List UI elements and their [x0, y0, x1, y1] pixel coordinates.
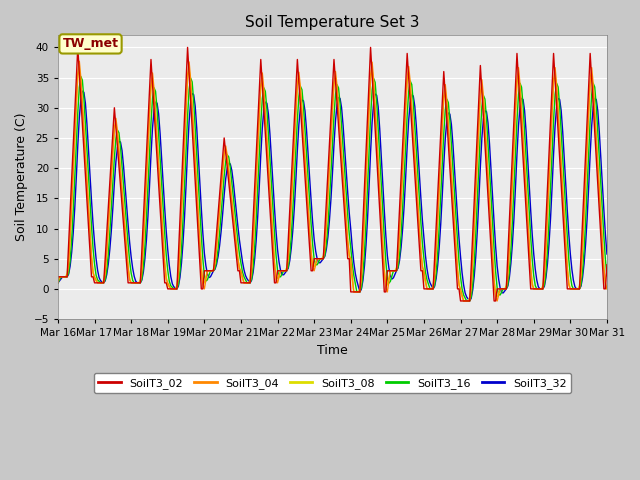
SoilT3_02 — [539, 286, 547, 292]
Line: SoilT3_04: SoilT3_04 — [58, 61, 607, 301]
SoilT3_04 — [54, 280, 62, 286]
SoilT3_04 — [603, 286, 611, 292]
SoilT3_32 — [539, 286, 547, 292]
SoilT3_08 — [69, 166, 77, 171]
SoilT3_32 — [603, 251, 611, 257]
SoilT3_04 — [158, 210, 166, 216]
SoilT3_16 — [54, 280, 62, 286]
SoilT3_16 — [399, 206, 406, 212]
SoilT3_08 — [387, 268, 394, 274]
Line: SoilT3_32: SoilT3_32 — [58, 91, 607, 301]
SoilT3_32 — [387, 273, 394, 279]
Text: TW_met: TW_met — [63, 37, 118, 50]
SoilT3_08 — [158, 213, 166, 219]
SoilT3_02 — [158, 230, 166, 236]
SoilT3_04 — [368, 59, 376, 65]
SoilT3_04 — [387, 268, 394, 274]
SoilT3_08 — [603, 286, 611, 292]
SoilT3_08 — [399, 166, 406, 171]
SoilT3_02 — [387, 268, 394, 274]
SoilT3_08 — [76, 66, 83, 72]
SoilT3_02 — [457, 298, 465, 304]
SoilT3_08 — [368, 67, 376, 73]
SoilT3_16 — [69, 208, 77, 214]
Line: SoilT3_16: SoilT3_16 — [58, 76, 607, 301]
Y-axis label: Soil Temperature (C): Soil Temperature (C) — [15, 113, 28, 241]
SoilT3_04 — [539, 286, 547, 292]
SoilT3_08 — [54, 278, 62, 284]
X-axis label: Time: Time — [317, 344, 348, 357]
SoilT3_32 — [399, 227, 406, 232]
SoilT3_16 — [158, 180, 166, 186]
SoilT3_02 — [74, 45, 82, 50]
SoilT3_32 — [79, 88, 86, 94]
SoilT3_04 — [399, 168, 406, 174]
Legend: SoilT3_02, SoilT3_04, SoilT3_08, SoilT3_16, SoilT3_32: SoilT3_02, SoilT3_04, SoilT3_08, SoilT3_… — [94, 373, 571, 393]
SoilT3_16 — [368, 87, 376, 93]
SoilT3_04 — [460, 298, 467, 304]
Line: SoilT3_08: SoilT3_08 — [58, 69, 607, 301]
SoilT3_32 — [158, 156, 166, 162]
Title: Soil Temperature Set 3: Soil Temperature Set 3 — [245, 15, 420, 30]
SoilT3_32 — [54, 280, 62, 286]
SoilT3_16 — [463, 298, 470, 304]
SoilT3_08 — [539, 283, 547, 288]
SoilT3_08 — [460, 298, 467, 304]
SoilT3_04 — [69, 169, 77, 175]
SoilT3_16 — [539, 286, 547, 292]
SoilT3_02 — [368, 72, 376, 77]
SoilT3_32 — [69, 230, 77, 236]
SoilT3_16 — [77, 73, 84, 79]
SoilT3_32 — [368, 120, 376, 125]
SoilT3_16 — [603, 273, 611, 279]
SoilT3_02 — [54, 274, 62, 280]
SoilT3_16 — [387, 278, 394, 284]
SoilT3_02 — [399, 144, 406, 149]
SoilT3_02 — [603, 262, 611, 268]
Line: SoilT3_02: SoilT3_02 — [58, 48, 607, 301]
SoilT3_32 — [466, 298, 474, 304]
SoilT3_02 — [69, 143, 77, 149]
SoilT3_04 — [76, 59, 83, 64]
